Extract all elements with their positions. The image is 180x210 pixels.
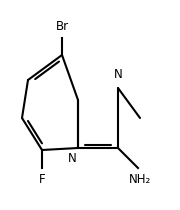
Text: N: N bbox=[114, 67, 122, 80]
Text: NH₂: NH₂ bbox=[129, 173, 151, 186]
Text: F: F bbox=[39, 173, 45, 186]
Text: N: N bbox=[68, 151, 76, 164]
Text: Br: Br bbox=[55, 20, 69, 33]
